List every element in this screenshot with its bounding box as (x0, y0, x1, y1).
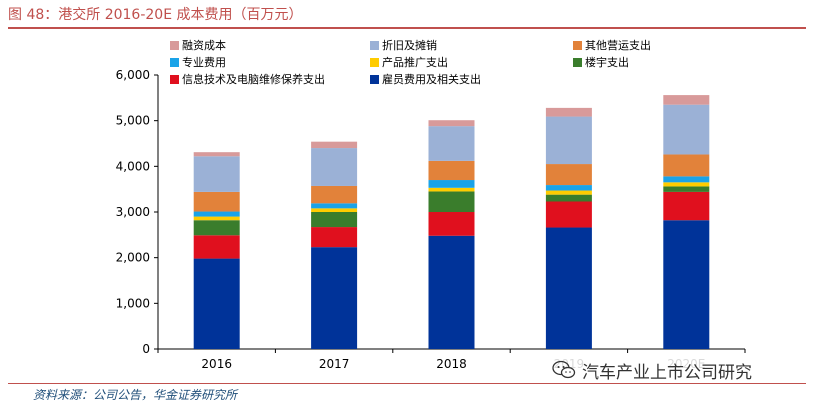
legend-item: 折旧及摊销 (370, 38, 437, 52)
bar-segment (311, 247, 358, 349)
bar-group (193, 95, 710, 349)
y-tick-label: 4,000 (116, 159, 150, 173)
bar-segment (663, 176, 710, 183)
legend-label: 折旧及摊销 (382, 39, 437, 52)
legend-label: 产品推广支出 (382, 56, 448, 69)
legend-label: 其他营运支出 (585, 39, 651, 52)
y-axis: 0 1,000 2,000 3,000 4,000 5,000 6,000 (116, 68, 159, 356)
bar-segment (545, 107, 592, 117)
bar-segment (663, 182, 710, 187)
bar-segment (428, 235, 475, 349)
bar-segment (428, 187, 475, 192)
bar-segment (193, 191, 240, 212)
y-tick-label: 3,000 (116, 205, 150, 219)
legend-swatch (370, 40, 379, 50)
bar-segment (193, 156, 240, 192)
bar-segment (193, 211, 240, 217)
source-note: 资料来源：公司公告，华金证券研究所 (33, 388, 238, 402)
bar-segment (663, 95, 710, 105)
legend-swatch (170, 74, 179, 84)
legend-swatch (370, 74, 379, 84)
legend-swatch (573, 40, 582, 50)
bar-segment (663, 220, 710, 349)
figure-title: 图 48：港交所 2016-20E 成本费用（百万元） (8, 7, 303, 23)
legend-item: 专业费用 (170, 55, 226, 69)
bar-segment (311, 212, 358, 228)
bar-segment (428, 180, 475, 188)
bar-segment (545, 190, 592, 195)
bar-segment (311, 148, 358, 186)
bar-segment (545, 194, 592, 202)
source-divider (8, 383, 806, 384)
legend-swatch (170, 57, 179, 67)
legend-item: 其他营运支出 (573, 38, 651, 52)
legend-label: 楼宇支出 (585, 56, 629, 69)
legend-label: 专业费用 (182, 56, 226, 69)
bar-segment (663, 191, 710, 221)
watermark-text: 汽车产业上市公司研究 (582, 362, 752, 383)
bar-segment (193, 258, 240, 349)
y-tick-label: 5,000 (116, 114, 150, 128)
legend-label: 融资成本 (182, 39, 226, 52)
legend-swatch (370, 57, 379, 67)
bar-segment (663, 186, 710, 192)
bar-segment (428, 126, 475, 161)
bar-segment (545, 201, 592, 228)
bar-segment (545, 116, 592, 165)
legend-label: 信息技术及电脑维修保养支出 (182, 73, 325, 86)
bar-segment (193, 152, 240, 157)
legend-swatch (573, 57, 582, 67)
y-tick-label: 2,000 (116, 251, 150, 265)
bar-segment (311, 141, 358, 149)
x-tick-label: 2018 (436, 357, 467, 371)
legend-item: 信息技术及电脑维修保养支出 (170, 72, 325, 86)
bar-segment (663, 154, 710, 177)
wechat-icon (552, 360, 576, 379)
bar-segment (545, 164, 592, 186)
title-divider (8, 27, 806, 29)
bar-segment (428, 191, 475, 212)
bar-segment (193, 235, 240, 259)
legend-label: 雇员费用及相关支出 (382, 73, 481, 86)
x-tick-label: 2016 (201, 357, 232, 371)
bar-segment (311, 203, 358, 209)
legend-item: 楼宇支出 (573, 55, 629, 69)
x-tick-label: 2017 (319, 357, 350, 371)
legend-item: 雇员费用及相关支出 (370, 72, 481, 86)
bar-segment (428, 160, 475, 181)
bar-segment (545, 227, 592, 349)
bar-segment (428, 120, 475, 127)
y-tick-label: 1,000 (116, 296, 150, 310)
bar-segment (311, 185, 358, 204)
bar-segment (193, 216, 240, 221)
legend-swatch (170, 40, 179, 50)
y-tick-label: 0 (142, 342, 150, 356)
bar-segment (545, 185, 592, 191)
bar-segment (663, 104, 710, 155)
y-tick-label: 6,000 (116, 68, 150, 82)
bar-segment (311, 208, 358, 212)
legend-item: 产品推广支出 (370, 55, 448, 69)
bar-segment (311, 227, 358, 248)
bar-segment (193, 220, 240, 236)
legend-item: 融资成本 (170, 38, 226, 52)
bar-segment (428, 212, 475, 236)
watermark: 汽车产业上市公司研究 (548, 358, 756, 383)
